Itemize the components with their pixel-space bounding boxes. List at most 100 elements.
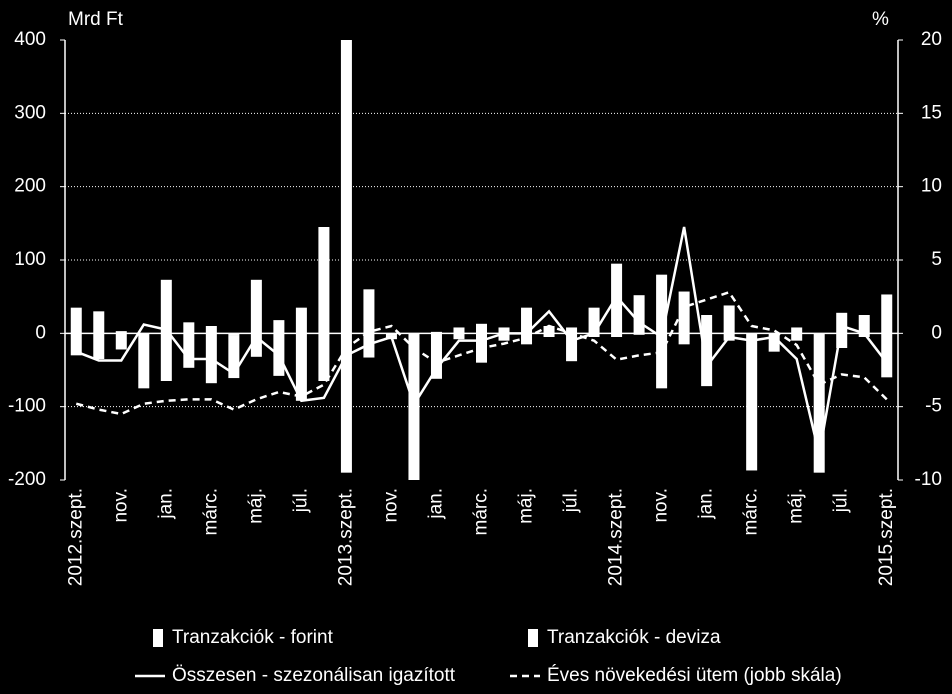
bar: [498, 327, 510, 334]
y-tick-label: -200: [8, 469, 46, 490]
line: [75, 226, 888, 455]
bar: [453, 327, 465, 334]
bar: [250, 333, 262, 357]
bar: [791, 327, 803, 334]
x-tick-label: márc.: [741, 488, 762, 536]
bar: [93, 311, 105, 334]
bar: [115, 331, 127, 334]
legend-swatch: [528, 629, 538, 647]
bar: [250, 279, 262, 334]
x-tick-label: nov.: [651, 488, 672, 523]
bar: [138, 337, 150, 389]
bar: [813, 333, 825, 337]
y2-tick-label: -5: [925, 396, 942, 417]
bar: [93, 333, 105, 359]
y2-tick-label: -10: [915, 469, 942, 490]
bar: [160, 333, 172, 381]
x-tick-label: júl.: [561, 488, 582, 513]
bar: [678, 291, 690, 334]
bar: [746, 337, 758, 471]
bar: [476, 323, 487, 334]
y-tick-label: 200: [14, 176, 46, 197]
y-tick-label: 400: [14, 29, 46, 50]
x-tick-label: jan.: [155, 488, 176, 520]
bar: [340, 40, 352, 334]
bar: [453, 333, 465, 340]
y2-tick-label: 0: [931, 322, 942, 343]
bar: [385, 333, 397, 336]
bar: [318, 227, 330, 334]
bar: [408, 333, 420, 348]
legend-label: Tranzakciók - forint: [172, 627, 334, 648]
bar: [408, 348, 420, 480]
x-tick-label: 2012.szept.: [65, 488, 86, 586]
legend-label: Éves növekedési ütem (jobb skála): [547, 665, 842, 686]
bar: [228, 335, 240, 379]
bar: [746, 333, 758, 337]
x-tick-label: márc.: [200, 488, 221, 536]
bar: [295, 307, 307, 334]
bar: [633, 295, 645, 334]
x-tick-label: máj.: [245, 488, 266, 524]
y-axis-label: Mrd Ft: [68, 9, 124, 30]
y2-tick-label: 10: [921, 176, 942, 197]
bar: [566, 333, 578, 362]
bar: [611, 333, 623, 337]
x-tick-label: 2015.szept.: [876, 488, 897, 586]
bar: [836, 333, 848, 348]
bar: [160, 279, 172, 334]
legend-label: Tranzakciók - deviza: [547, 627, 721, 648]
bar: [543, 326, 555, 334]
bar: [115, 333, 127, 350]
bar: [295, 333, 307, 401]
bar: [723, 305, 735, 334]
bar: [70, 333, 82, 356]
bar: [858, 315, 870, 334]
y-tick-label: 0: [35, 322, 46, 343]
bar: [588, 307, 600, 334]
y-tick-label: 300: [14, 102, 46, 123]
bar: [183, 333, 195, 368]
bar: [273, 320, 285, 334]
bar: [430, 331, 442, 334]
x-tick-label: júl.: [831, 488, 852, 513]
x-tick-label: márc.: [471, 488, 492, 536]
bar: [430, 333, 442, 379]
bar: [881, 333, 893, 378]
bar: [318, 333, 330, 381]
bar: [656, 274, 668, 334]
bar: [768, 333, 780, 337]
bar: [183, 322, 195, 334]
y-tick-label: -100: [8, 396, 46, 417]
y2-axis-label: %: [872, 9, 889, 30]
x-tick-label: máj.: [786, 488, 807, 524]
bar: [768, 337, 780, 352]
x-tick-label: jan.: [425, 488, 446, 520]
bar: [498, 333, 510, 341]
bar: [340, 333, 352, 473]
bar: [881, 294, 893, 334]
bar: [70, 307, 82, 334]
bar: [813, 337, 825, 473]
x-tick-label: 2013.szept.: [335, 488, 356, 586]
bar: [836, 312, 848, 334]
x-tick-label: júl.: [290, 488, 311, 513]
legend-label: Összesen - szezonálisan igazított: [172, 665, 456, 686]
y2-tick-label: 15: [921, 102, 942, 123]
x-tick-label: nov.: [380, 488, 401, 523]
y2-tick-label: 20: [921, 29, 942, 50]
x-tick-label: máj.: [516, 488, 537, 524]
bar: [566, 327, 578, 334]
bar: [678, 333, 690, 345]
bar: [701, 315, 713, 334]
x-tick-label: 2014.szept.: [606, 488, 627, 586]
legend-swatch: [153, 629, 163, 647]
bar: [363, 289, 375, 334]
y-tick-label: 100: [14, 249, 46, 270]
bar: [633, 333, 645, 335]
bar: [521, 307, 533, 334]
bar: [588, 333, 600, 337]
y2-tick-label: 5: [931, 249, 942, 270]
